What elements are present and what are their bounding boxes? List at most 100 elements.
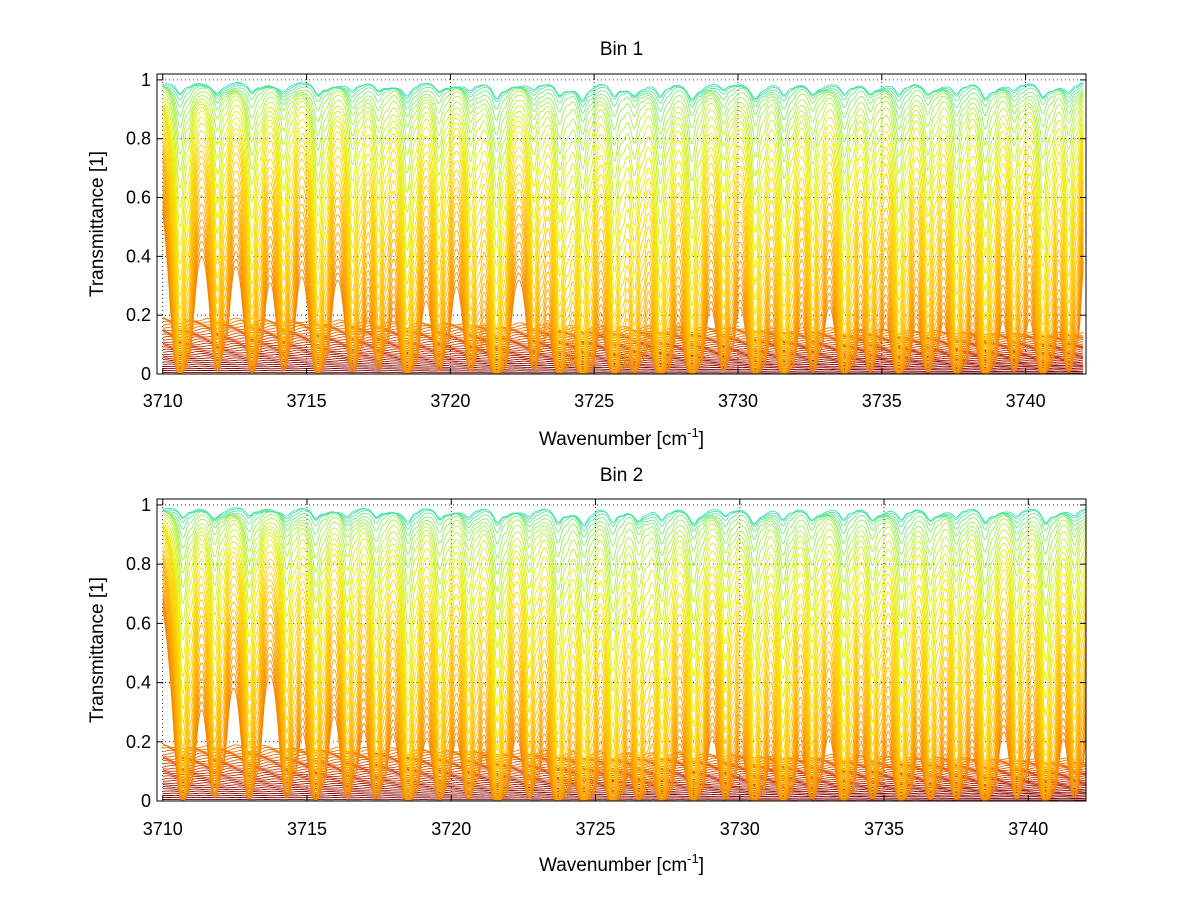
series-line [162, 510, 1086, 595]
series-line [162, 206, 1084, 374]
series-line [162, 522, 1086, 675]
x-axis-label-main: Wavenumber [cm [539, 429, 687, 450]
series-group [162, 82, 1084, 374]
series-line [162, 507, 1086, 525]
y-tick-label: 0.8 [126, 129, 151, 149]
y-tick-label: 0 [141, 364, 151, 384]
axes-box [156, 73, 1087, 375]
x-tick-label: 3730 [720, 819, 760, 839]
series-line [162, 112, 1084, 319]
x-tick-label: 3740 [1008, 819, 1048, 839]
x-axis-label-main: Wavenumber [cm [539, 855, 687, 876]
x-tick-label: 3725 [576, 819, 616, 839]
series-line [162, 122, 1084, 342]
series-line [162, 608, 1086, 801]
series-line [162, 551, 1086, 787]
series-line [162, 200, 1084, 374]
x-tick-label: 3735 [862, 391, 902, 411]
x-tick-label: 3715 [287, 819, 327, 839]
axes-box [156, 498, 1087, 802]
y-tick-label: 0.6 [126, 188, 151, 208]
series-line [162, 180, 1084, 374]
series-line [162, 85, 1084, 153]
series-line [162, 134, 1084, 356]
series-line [162, 526, 1086, 728]
series-line [162, 106, 1084, 290]
series-line [162, 576, 1086, 800]
series-line [162, 541, 1086, 774]
series-line [162, 82, 1084, 101]
x-tick-label: 3720 [430, 391, 470, 411]
x-tick-label: 3720 [431, 819, 471, 839]
series-line [162, 594, 1086, 801]
series-line [162, 187, 1084, 374]
series-line [162, 519, 1086, 655]
series-line [162, 90, 1084, 191]
x-axis-label-end: ] [699, 429, 704, 450]
series-line [162, 536, 1086, 765]
series-line [162, 509, 1086, 547]
series-line [162, 565, 1086, 798]
series-line [162, 108, 1084, 305]
series-line [162, 546, 1086, 781]
series-line [162, 509, 1086, 562]
y-axis-label: Transmittance [1] [87, 577, 108, 723]
subplot-bin-2: 3710 3715 3720 3725 3730 3735 3740 0 0.2 0.4 0.6 0.… [87, 465, 1087, 876]
y-tick-label: 0.4 [126, 246, 151, 266]
series-line [162, 508, 1086, 538]
series-line [162, 94, 1084, 212]
y-tick-label: 0.2 [126, 305, 151, 325]
x-axis-label: Wavenumber [cm-1] [539, 425, 704, 450]
y-tick-label: 0 [141, 791, 151, 811]
series-line [162, 166, 1084, 373]
series-line [162, 101, 1084, 254]
series-line [162, 528, 1086, 743]
series-line [162, 87, 1084, 171]
series-line [162, 145, 1084, 365]
x-axis-label-sup: -1 [687, 851, 699, 866]
series-line [162, 557, 1086, 794]
series-group [162, 507, 1086, 801]
x-tick-label: 3730 [718, 391, 758, 411]
series-line [162, 173, 1084, 374]
x-tick-label: 3710 [143, 819, 183, 839]
series-line [162, 570, 1086, 799]
y-axis-label: Transmittance [1] [87, 151, 108, 297]
series-line [162, 512, 1086, 614]
series-line [162, 85, 1084, 136]
series-line [162, 554, 1086, 791]
y-tick-label: 1 [141, 495, 151, 515]
series-line [162, 159, 1084, 372]
series-line [162, 799, 1086, 801]
series-line [162, 588, 1086, 801]
y-tick-label: 0.6 [126, 613, 151, 633]
series-line [162, 523, 1086, 694]
chart-title: Bin 1 [600, 39, 643, 60]
x-axis-label-sup: -1 [687, 425, 699, 440]
series-line [162, 84, 1084, 123]
x-tick-label: 3710 [143, 391, 183, 411]
x-tick-label: 3740 [1006, 391, 1046, 411]
subplot-bin-1: 3710 3715 3720 3725 3730 3735 3740 0 0.2 0.4 0.6 0.… [87, 39, 1087, 450]
y-tick-label: 0.4 [126, 673, 151, 693]
y-tick-label: 0.2 [126, 732, 151, 752]
x-axis-label: Wavenumber [cm-1] [539, 851, 704, 876]
x-tick-label: 3735 [864, 819, 904, 839]
series-line [162, 104, 1084, 273]
series-line [162, 194, 1084, 374]
x-axis-label-end: ] [699, 855, 704, 876]
series-line [162, 561, 1086, 796]
series-line [162, 116, 1084, 331]
series-line [162, 154, 1084, 370]
series-line [162, 128, 1084, 350]
series-line [162, 83, 1084, 114]
series-line [162, 509, 1086, 578]
series-line [162, 372, 1084, 374]
series-line [162, 599, 1086, 801]
series-line [162, 98, 1084, 234]
series-line [162, 532, 1086, 755]
chart-title: Bin 2 [600, 465, 643, 486]
y-tick-label: 1 [141, 70, 151, 90]
x-tick-label: 3725 [574, 391, 614, 411]
